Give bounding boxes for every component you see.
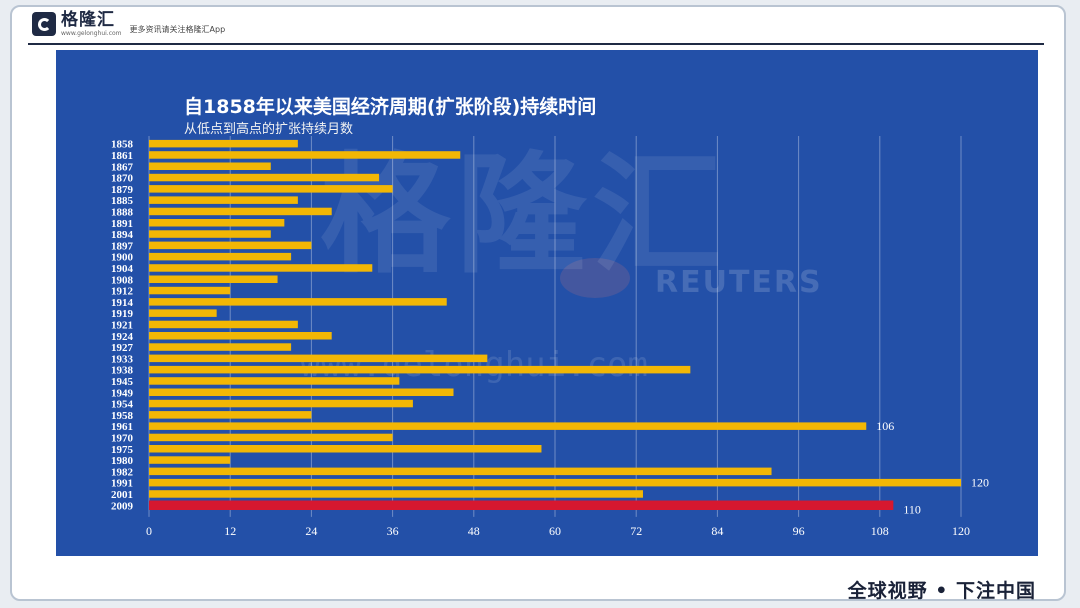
footer-slogan: 全球视野 • 下注中国 (847, 580, 1036, 602)
category-label: 1870 (111, 173, 134, 185)
x-tick-label: 72 (630, 524, 642, 538)
category-label: 1904 (111, 263, 134, 275)
bar-1914 (149, 298, 447, 306)
category-label: 1914 (111, 297, 134, 309)
bar-1894 (149, 230, 271, 238)
category-label: 1897 (111, 240, 134, 252)
x-tick-label: 0 (146, 524, 152, 538)
category-label: 1980 (111, 455, 134, 467)
bar-2009 (149, 500, 894, 510)
reuters-logo-icon (560, 258, 630, 298)
data-label: 106 (876, 419, 894, 433)
data-label: 110 (903, 502, 921, 516)
category-label: 1938 (111, 365, 134, 377)
category-label: 1949 (111, 387, 134, 399)
header: 格隆汇 www.gelonghui.com 更多资讯请关注格隆汇App (32, 9, 225, 39)
category-label: 1879 (111, 184, 134, 196)
bar-1927 (149, 343, 292, 351)
category-label: 1891 (111, 218, 133, 230)
category-label: 1921 (111, 319, 133, 331)
category-label: 1919 (111, 308, 134, 320)
category-label: 1894 (111, 229, 134, 241)
category-label: 1924 (111, 331, 134, 343)
data-label: 120 (971, 476, 989, 490)
brand-name: 格隆汇 (61, 9, 115, 30)
category-label: 2009 (111, 500, 134, 512)
category-label: 1961 (111, 421, 133, 433)
category-label: 1888 (111, 206, 134, 218)
category-label: 1867 (111, 161, 134, 173)
bar-1954 (149, 399, 413, 408)
bar-1900 (149, 252, 292, 261)
category-label: 1975 (111, 444, 134, 456)
category-label: 1912 (111, 286, 134, 298)
bar-1991 (149, 478, 961, 487)
chart-subtitle: 从低点到高点的扩张持续月数 (184, 122, 354, 137)
category-label: 1945 (111, 376, 134, 388)
brand-url: www.gelonghui.com (61, 29, 122, 37)
bar-1982 (149, 467, 772, 476)
bar-1938 (149, 365, 691, 374)
bar-1867 (149, 162, 271, 170)
category-label: 1954 (111, 399, 134, 411)
category-label: 1927 (111, 342, 134, 354)
x-tick-label: 36 (387, 524, 399, 538)
bar-1924 (149, 332, 332, 340)
bar-1921 (149, 320, 298, 329)
bar-1879 (149, 185, 393, 193)
bar-1891 (149, 219, 285, 227)
category-label: 2001 (111, 489, 133, 501)
bar-1858 (149, 139, 298, 148)
category-label: 1933 (111, 353, 134, 365)
bar-1897 (149, 241, 312, 250)
bar-1975 (149, 445, 542, 453)
bar-1933 (149, 354, 488, 363)
bar-1908 (149, 275, 278, 283)
category-label: 1991 (111, 478, 133, 490)
bar-1958 (149, 411, 312, 419)
x-tick-label: 96 (793, 524, 805, 538)
category-label: 1861 (111, 150, 133, 162)
bar-1912 (149, 286, 231, 295)
x-tick-label: 84 (711, 524, 723, 538)
header-divider (28, 43, 1044, 45)
bar-1919 (149, 309, 217, 317)
bar-1904 (149, 264, 373, 272)
x-tick-label: 120 (952, 524, 970, 538)
bar-1961 (149, 422, 867, 430)
category-label: 1908 (111, 274, 134, 286)
chart-title: 自1858年以来美国经济周期(扩张阶段)持续时间 (184, 96, 597, 118)
bar-1885 (149, 196, 298, 204)
bar-2001 (149, 490, 643, 498)
x-tick-label: 48 (468, 524, 480, 538)
brand-block: 格隆汇 www.gelonghui.com (61, 9, 122, 37)
gelonghui-logo-icon (32, 12, 56, 36)
x-tick-label: 60 (549, 524, 561, 538)
category-label: 1970 (111, 432, 134, 444)
brand-watermark: 格隆汇 (320, 139, 729, 291)
bar-1949 (149, 388, 454, 396)
bar-1945 (149, 377, 400, 385)
bar-1970 (149, 433, 393, 442)
bar-1888 (149, 207, 332, 216)
bar-1980 (149, 456, 231, 464)
category-label: 1900 (111, 252, 134, 264)
bar-1870 (149, 173, 380, 182)
bar-1861 (149, 151, 461, 159)
x-tick-label: 108 (871, 524, 889, 538)
category-label: 1885 (111, 195, 134, 207)
category-label: 1958 (111, 410, 134, 422)
header-tagline: 更多资讯请关注格隆汇App (129, 25, 226, 34)
category-label: 1858 (111, 139, 134, 151)
category-label: 1982 (111, 466, 134, 478)
x-tick-label: 12 (224, 524, 236, 538)
reuters-watermark: REUTERS (655, 265, 823, 300)
x-tick-label: 24 (305, 524, 317, 538)
